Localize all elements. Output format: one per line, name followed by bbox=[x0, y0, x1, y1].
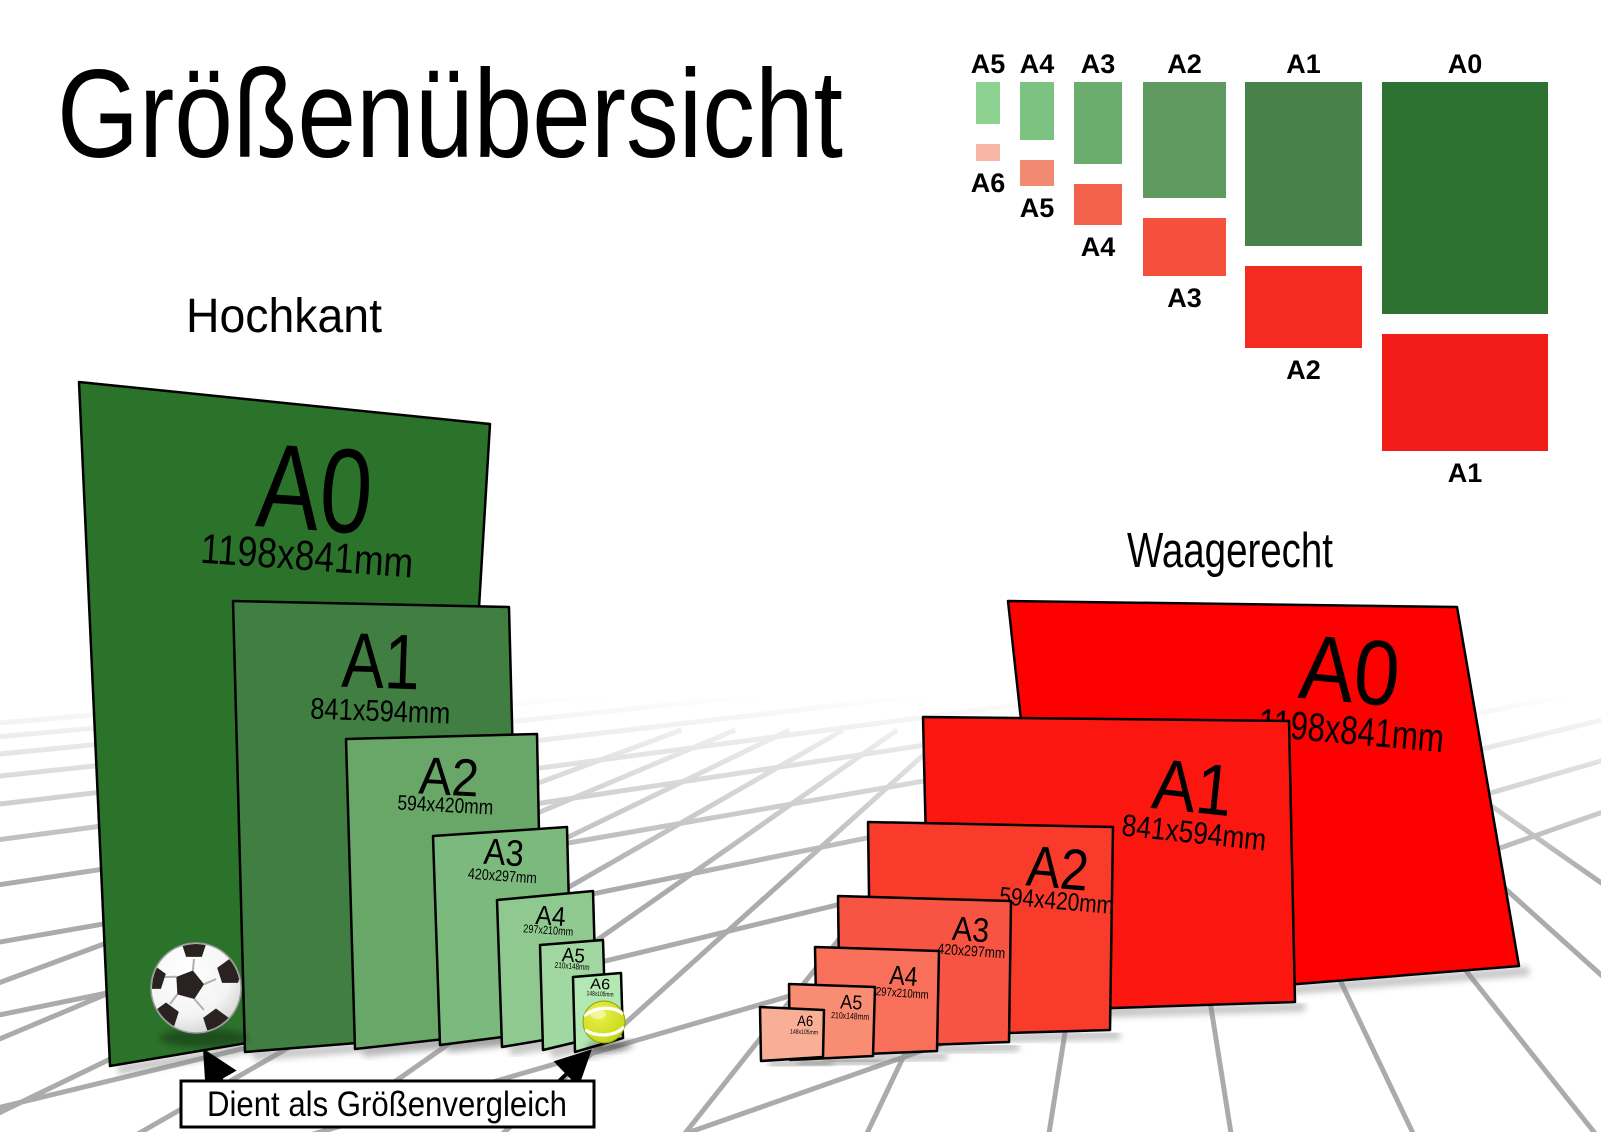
legend-landscape-swatch-A4 bbox=[1074, 184, 1122, 225]
legend-landscape-label-A1: A1 bbox=[1448, 458, 1483, 488]
legend-landscape-label-A4: A4 bbox=[1081, 232, 1116, 262]
portrait-sheet-label-A2: A2 bbox=[417, 746, 480, 808]
landscape-sheet-label-A5: A5 bbox=[840, 991, 863, 1014]
legend-landscape-label-A3: A3 bbox=[1167, 283, 1202, 313]
portrait-heading: Hochkant bbox=[186, 290, 382, 343]
portrait-sheet-label-A4: A4 bbox=[535, 900, 567, 932]
landscape-sheet-A6 bbox=[758, 1005, 826, 1063]
landscape-sheets-group: A01198x841mmA1841x594mmA2594x420mmA3420x… bbox=[758, 599, 1530, 1070]
soccer-ball bbox=[150, 942, 248, 1047]
portrait-sheet-label-A3: A3 bbox=[482, 831, 525, 875]
portrait-sheet-dims-A5: 210x148mm bbox=[554, 960, 590, 972]
landscape-sheet-label-A4: A4 bbox=[889, 960, 919, 992]
portrait-sheet-dims-A6: 148x105mm bbox=[586, 990, 613, 998]
portrait-sheet-dims-A2: 594x420mm bbox=[397, 792, 494, 820]
portrait-sheets-group: A01198x841mmA1841x594mmA2594x420mmA3420x… bbox=[77, 380, 635, 1075]
legend-portrait-label-A1: A1 bbox=[1286, 49, 1321, 79]
legend-landscape-label-A5: A5 bbox=[1020, 193, 1055, 223]
landscape-sheet-label-A3: A3 bbox=[951, 910, 991, 950]
landscape-sheet-dims-A6: 148x105mm bbox=[790, 1029, 818, 1037]
legend-portrait-label-A3: A3 bbox=[1081, 49, 1116, 79]
legend-landscape-swatch-A2 bbox=[1245, 266, 1362, 348]
caption-text: Dient als Größenvergleich bbox=[207, 1085, 567, 1124]
legend-portrait-swatch-A4 bbox=[1020, 82, 1054, 140]
portrait-sheet-dims-A3: 420x297mm bbox=[467, 866, 537, 888]
portrait-sheet-dims-A1: 841x594mm bbox=[310, 693, 451, 731]
portrait-sheet-label-A5: A5 bbox=[561, 944, 585, 968]
landscape-sheet-dims-A4: 297x210mm bbox=[875, 984, 929, 1002]
landscape-sheet-label-A2: A2 bbox=[1024, 833, 1091, 903]
legend-landscape-swatch-A6 bbox=[976, 144, 1000, 161]
legend-portrait-swatch-A2 bbox=[1143, 82, 1226, 198]
tennis-ball bbox=[582, 1000, 628, 1051]
legend-portrait-label-A4: A4 bbox=[1020, 49, 1055, 79]
legend-portrait-swatch-A0 bbox=[1382, 82, 1548, 314]
landscape-sheet-label-A0: A0 bbox=[1295, 616, 1404, 726]
landscape-sheet-dims-A5: 210x148mm bbox=[831, 1010, 869, 1022]
legend-landscape-swatch-A1 bbox=[1382, 334, 1548, 451]
landscape-sheet-shadow-A6 bbox=[768, 1057, 834, 1070]
legend-portrait-swatch-A5 bbox=[976, 82, 1000, 124]
landscape-sheet-label-A6: A6 bbox=[797, 1013, 814, 1031]
legend-landscape-label-A2: A2 bbox=[1286, 355, 1321, 385]
landscape-sheet-dims-A3: 420x297mm bbox=[937, 941, 1006, 963]
landscape-sheet-label-A1: A1 bbox=[1149, 744, 1237, 832]
caption-box bbox=[179, 1079, 596, 1129]
portrait-sheet-label-A1: A1 bbox=[340, 616, 421, 707]
legend-landscape-swatch-A5 bbox=[1020, 160, 1054, 186]
legend-portrait-label-A5: A5 bbox=[971, 49, 1006, 79]
size-legend: A5 A6 A4 A5 A3 A4 A2 A3 A1 A2 A0 A1 bbox=[971, 49, 1548, 488]
legend-landscape-label-A6: A6 bbox=[971, 168, 1006, 198]
legend-portrait-label-A2: A2 bbox=[1167, 49, 1202, 79]
portrait-sheet-label-A0: A0 bbox=[253, 418, 377, 560]
legend-portrait-swatch-A3 bbox=[1074, 82, 1122, 164]
page-title: Größenübersicht bbox=[57, 45, 843, 184]
legend-landscape-swatch-A3 bbox=[1143, 218, 1226, 276]
legend-portrait-swatch-A1 bbox=[1245, 82, 1362, 246]
legend-portrait-label-A0: A0 bbox=[1448, 49, 1483, 79]
landscape-heading: Waagerecht bbox=[1127, 524, 1333, 578]
portrait-sheet-label-A6: A6 bbox=[590, 975, 611, 993]
portrait-sheet-dims-A4: 297x210mm bbox=[523, 923, 574, 938]
